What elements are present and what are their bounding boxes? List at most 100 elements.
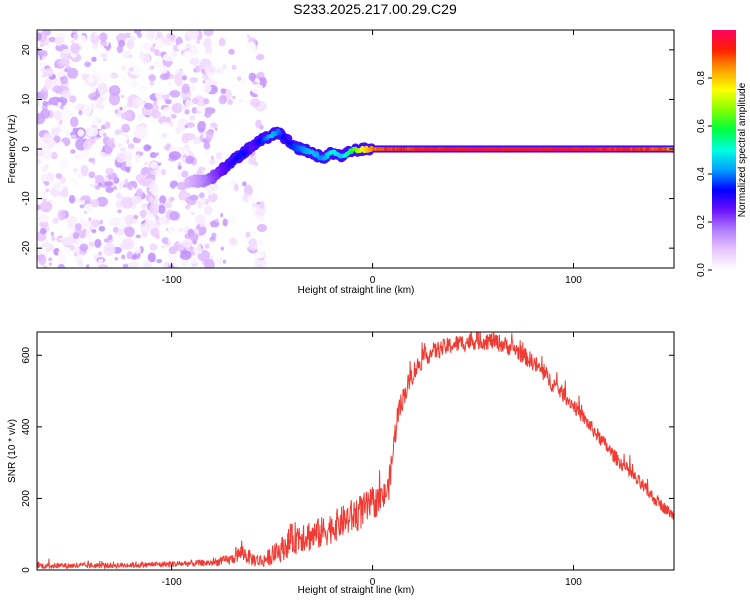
noise-blob xyxy=(182,75,187,81)
noise-blob xyxy=(203,37,212,49)
noise-blob xyxy=(37,139,42,151)
noise-blob xyxy=(54,110,63,121)
noise-blob xyxy=(256,224,268,233)
noise-blob xyxy=(58,131,67,138)
noise-blob xyxy=(58,159,69,169)
noise-blob xyxy=(123,50,132,59)
noise-blobs xyxy=(37,30,268,268)
noise-blob xyxy=(37,246,44,256)
noise-blob xyxy=(225,181,230,188)
noise-blob xyxy=(67,67,79,79)
noise-blob xyxy=(189,76,199,84)
noise-blob xyxy=(43,67,54,78)
noise-blob xyxy=(59,235,63,239)
noise-blob xyxy=(61,118,72,127)
noise-blob xyxy=(149,80,155,86)
noise-blob xyxy=(191,85,196,92)
noise-blob xyxy=(40,63,46,68)
noise-blob xyxy=(203,30,214,37)
noise-blob xyxy=(164,99,172,105)
noise-blob xyxy=(161,168,167,176)
noise-blob xyxy=(251,122,256,128)
noise-blob xyxy=(75,103,87,111)
noise-blob xyxy=(125,166,131,173)
noise-blob xyxy=(46,138,56,149)
noise-blob xyxy=(223,46,229,51)
noise-blob xyxy=(92,114,100,126)
noise-blob xyxy=(84,61,91,68)
noise-blob xyxy=(163,37,172,46)
noise-blob xyxy=(81,200,85,205)
noise-blob xyxy=(60,59,66,65)
noise-blob xyxy=(215,218,220,223)
noise-blob xyxy=(39,50,48,57)
noise-blob xyxy=(169,89,181,98)
noise-blob xyxy=(185,99,193,108)
noise-blob xyxy=(70,149,76,154)
noise-blob xyxy=(254,78,260,83)
noise-blob xyxy=(108,85,121,96)
spectrogram-y-tick-label: 20 xyxy=(21,44,32,56)
noise-blob xyxy=(126,147,133,155)
noise-blob xyxy=(166,134,171,141)
noise-blob xyxy=(170,114,177,119)
noise-blob xyxy=(204,147,210,156)
noise-blob xyxy=(98,259,104,263)
noise-blob xyxy=(255,53,265,61)
noise-blob xyxy=(229,133,234,139)
noise-blob xyxy=(127,143,135,150)
noise-blob xyxy=(50,78,60,87)
noise-blob xyxy=(147,252,156,263)
noise-blob xyxy=(179,246,184,251)
noise-blob xyxy=(90,66,96,73)
noise-blob xyxy=(198,235,208,243)
noise-blob xyxy=(191,97,199,105)
noise-blob xyxy=(133,214,139,220)
noise-blob xyxy=(160,122,171,130)
noise-blob xyxy=(68,194,76,204)
noise-blob xyxy=(37,232,44,240)
noise-blob xyxy=(112,226,119,234)
noise-blob xyxy=(82,149,90,158)
noise-blob xyxy=(122,263,129,268)
noise-blob xyxy=(53,183,62,189)
noise-blob xyxy=(42,265,48,268)
noise-blob xyxy=(179,200,185,205)
noise-blob xyxy=(41,193,49,200)
noise-blob xyxy=(90,219,100,228)
noise-blob xyxy=(117,133,124,140)
noise-blob xyxy=(197,166,206,172)
noise-blob xyxy=(136,77,141,84)
noise-blob xyxy=(121,254,126,260)
noise-blob xyxy=(181,133,190,144)
noise-blob xyxy=(37,70,43,77)
spectrogram-y-tick-label: -10 xyxy=(21,191,32,206)
noise-blob xyxy=(135,234,141,239)
snr-y-tick-label: 600 xyxy=(21,346,32,363)
noise-blob xyxy=(211,254,218,262)
noise-blob xyxy=(134,146,141,152)
noise-blob xyxy=(171,50,178,57)
noise-blob xyxy=(126,251,134,260)
noise-blob xyxy=(232,95,236,100)
noise-blob xyxy=(250,207,258,212)
noise-blob xyxy=(154,38,164,50)
noise-blob xyxy=(142,153,150,160)
noise-blob xyxy=(44,164,49,169)
noise-blob xyxy=(118,39,126,48)
noise-blob xyxy=(120,75,126,82)
noise-blob xyxy=(132,67,142,76)
noise-blob xyxy=(108,92,121,106)
noise-blob xyxy=(132,181,137,185)
noise-blob xyxy=(50,231,55,237)
noise-blob xyxy=(185,155,194,165)
noise-blob xyxy=(135,188,144,197)
spectrogram-y-tick-label: 0 xyxy=(21,146,32,152)
noise-blob xyxy=(79,243,89,252)
noise-blob xyxy=(117,237,123,242)
noise-blob xyxy=(45,188,50,193)
noise-blob xyxy=(228,180,236,186)
noise-blob xyxy=(103,219,109,226)
colorbar: 0.0 0.2 0.4 0.6 0.8 Normalized spectral ampl… xyxy=(696,30,748,277)
